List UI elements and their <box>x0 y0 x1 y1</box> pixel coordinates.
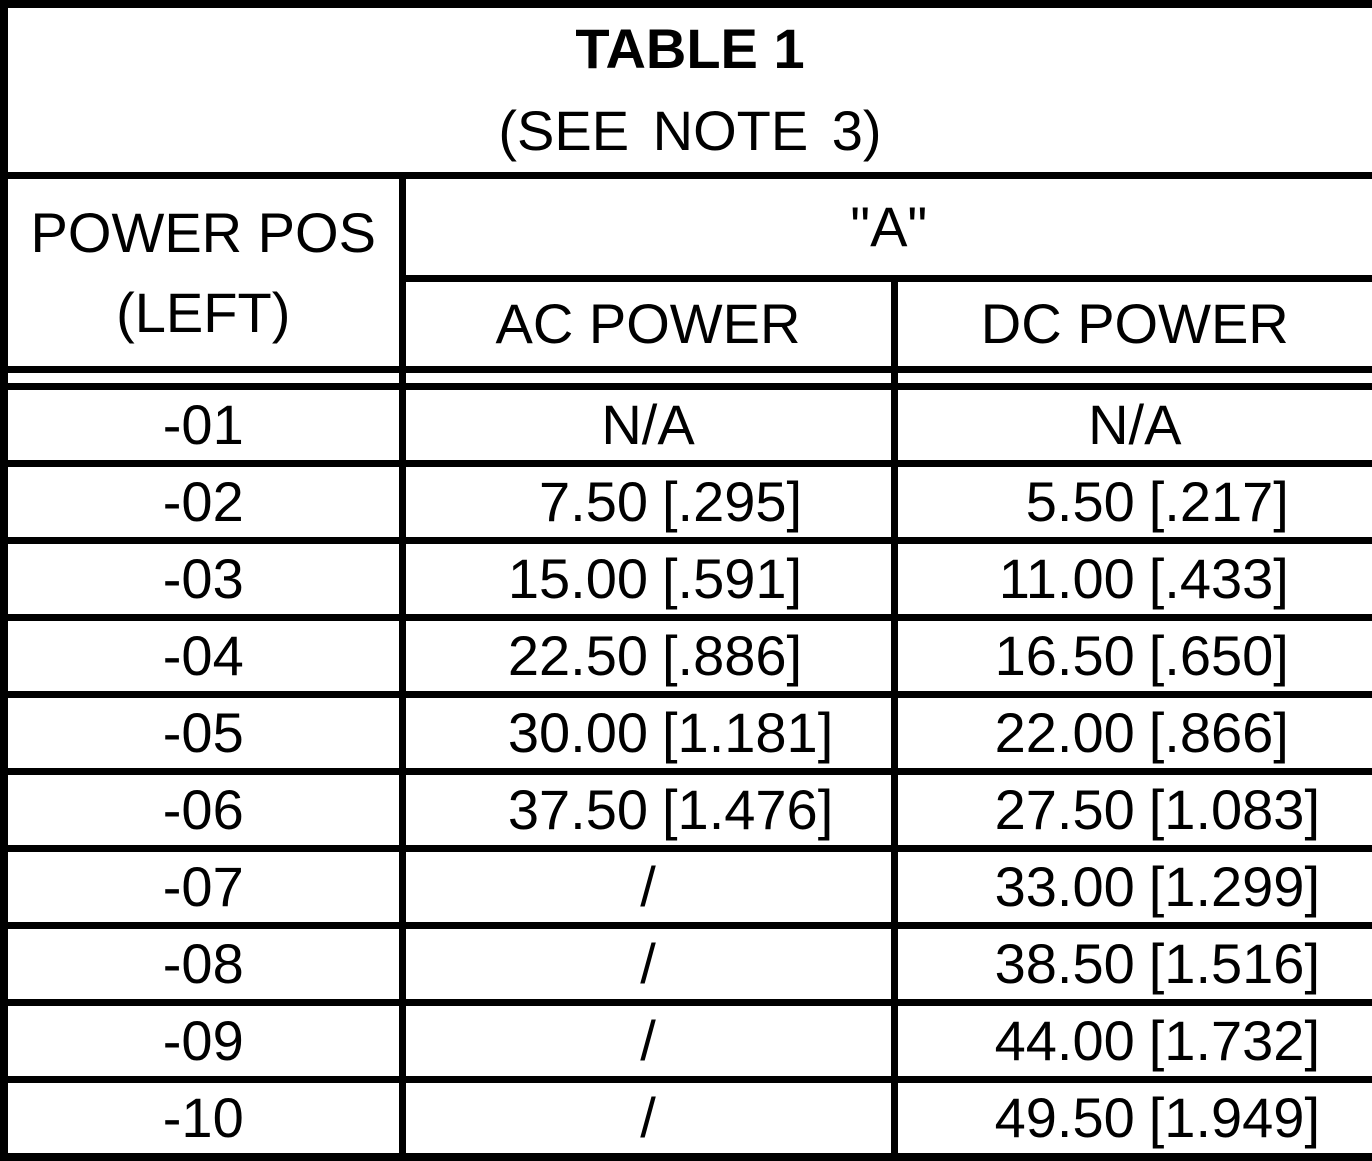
power-pos-cell: -10 <box>0 1076 406 1161</box>
mm-value: 33.00 <box>994 855 1135 918</box>
inch-value: [.886] <box>662 624 803 687</box>
mm-value: 27.50 <box>994 778 1135 841</box>
table-row: -04 22.50 [.886] 16.50 [.650] <box>0 614 1372 698</box>
inch-value: [.591] <box>662 547 803 610</box>
mm-value: 7.50 <box>539 470 648 533</box>
mm-value: 37.50 <box>507 778 648 841</box>
mm-value: 16.50 <box>994 624 1135 687</box>
separator-cell <box>398 366 898 390</box>
table-row: -09/44.00 [1.732] <box>0 999 1372 1083</box>
mm-value: 49.50 <box>994 1086 1135 1149</box>
inch-value: [1.732] <box>1148 1009 1321 1072</box>
power-pos-cell: -01 <box>0 383 406 467</box>
inch-value: [.433] <box>1148 547 1289 610</box>
inch-value: [1.949] <box>1148 1086 1321 1149</box>
ac-power-cell: / <box>398 922 898 1006</box>
table-row: -07/33.00 [1.299] <box>0 845 1372 929</box>
power-pos-cell: -02 <box>0 460 406 544</box>
ac-power-cell: N/A <box>398 383 898 467</box>
dc-power-cell: 38.50 [1.516] <box>890 922 1372 1006</box>
dc-power-cell: 16.50 [.650] <box>890 614 1372 698</box>
dc-power-cell: 5.50 [.217] <box>890 460 1372 544</box>
table-row: -06 37.50 [1.476] 27.50 [1.083] <box>0 768 1372 852</box>
dc-power-header: DC POWER <box>890 275 1372 373</box>
inch-value: [.295] <box>662 470 803 533</box>
table-row: -02 7.50 [.295] 5.50 [.217] <box>0 460 1372 544</box>
ac-power-cell: / <box>398 845 898 929</box>
mm-value: 5.50 <box>1025 470 1135 533</box>
mm-value: 22.50 <box>507 624 648 687</box>
mm-value: 30.00 <box>507 701 648 764</box>
inch-value: [.217] <box>1148 470 1289 533</box>
power-pos-cell: -08 <box>0 922 406 1006</box>
table-title: TABLE 1 <box>575 17 805 80</box>
table-header-section: TABLE 1 (SEE NOTE 3) POWER POS (LEFT) "A… <box>0 0 1372 390</box>
dc-power-cell: 22.00 [.866] <box>890 691 1372 775</box>
mm-value: 22.00 <box>994 701 1135 764</box>
power-pos-cell: -06 <box>0 768 406 852</box>
ac-power-cell: 15.00 [.591] <box>398 537 898 621</box>
title-cell: TABLE 1 (SEE NOTE 3) <box>0 0 1372 179</box>
mm-value: 15.00 <box>507 547 648 610</box>
dc-power-cell: N/A <box>890 383 1372 467</box>
power-pos-cell: -09 <box>0 999 406 1083</box>
table-body: -01 N/A N/A -02 7.50 [.295] 5.50 [.217] -03 15.00… <box>0 383 1372 1161</box>
inch-value: [1.476] <box>662 778 834 841</box>
ac-power-cell: 30.00 [1.181] <box>398 691 898 775</box>
power-pos-cell: -04 <box>0 614 406 698</box>
power-pos-cell: -05 <box>0 691 406 775</box>
table-row: -01 N/A N/A <box>0 383 1372 467</box>
ac-power-cell: 37.50 [1.476] <box>398 768 898 852</box>
title-row: TABLE 1 (SEE NOTE 3) <box>0 0 1372 179</box>
power-pos-cell: -03 <box>0 537 406 621</box>
mm-value: 44.00 <box>994 1009 1135 1072</box>
dc-power-cell: 33.00 [1.299] <box>890 845 1372 929</box>
mm-value: 11.00 <box>998 547 1135 610</box>
separator-cell <box>0 366 406 390</box>
ac-power-cell: / <box>398 1076 898 1161</box>
inch-value: [.866] <box>1148 701 1289 764</box>
ac-power-cell: 7.50 [.295] <box>398 460 898 544</box>
inch-value: [1.181] <box>662 701 834 764</box>
dc-power-cell: 44.00 [1.732] <box>890 999 1372 1083</box>
table-row: -05 30.00 [1.181] 22.00 [.866] <box>0 691 1372 775</box>
inch-value: [1.516] <box>1148 932 1321 995</box>
header-group-row: POWER POS (LEFT) "A" <box>0 172 1372 373</box>
ac-power-cell: 22.50 [.886] <box>398 614 898 698</box>
table-row: -10/49.50 [1.949] <box>0 1076 1372 1161</box>
inch-value: [1.299] <box>1148 855 1321 918</box>
power-pos-header-line1: POWER POS <box>30 200 376 264</box>
power-pos-header-line2: (LEFT) <box>116 280 291 344</box>
inch-value: [.650] <box>1148 624 1289 687</box>
table-row: -03 15.00 [.591] 11.00 [.433] <box>0 537 1372 621</box>
double-line-separator <box>0 366 1372 390</box>
ac-power-header: AC POWER <box>398 275 898 373</box>
separator-cell <box>890 366 1372 390</box>
header-sub-row: AC POWER DC POWER <box>4 275 1372 373</box>
dc-power-cell: 11.00 [.433] <box>890 537 1372 621</box>
table-subtitle: (SEE NOTE 3) <box>498 99 882 162</box>
group-a-header: "A" <box>398 172 1372 282</box>
ac-power-cell: / <box>398 999 898 1083</box>
power-pos-header: POWER POS (LEFT) <box>0 172 406 373</box>
mm-value: 38.50 <box>994 932 1135 995</box>
power-pos-cell: -07 <box>0 845 406 929</box>
table-row: -08/38.50 [1.516] <box>0 922 1372 1006</box>
inch-value: [1.083] <box>1148 778 1321 841</box>
dc-power-cell: 27.50 [1.083] <box>890 768 1372 852</box>
dc-power-cell: 49.50 [1.949] <box>890 1076 1372 1161</box>
